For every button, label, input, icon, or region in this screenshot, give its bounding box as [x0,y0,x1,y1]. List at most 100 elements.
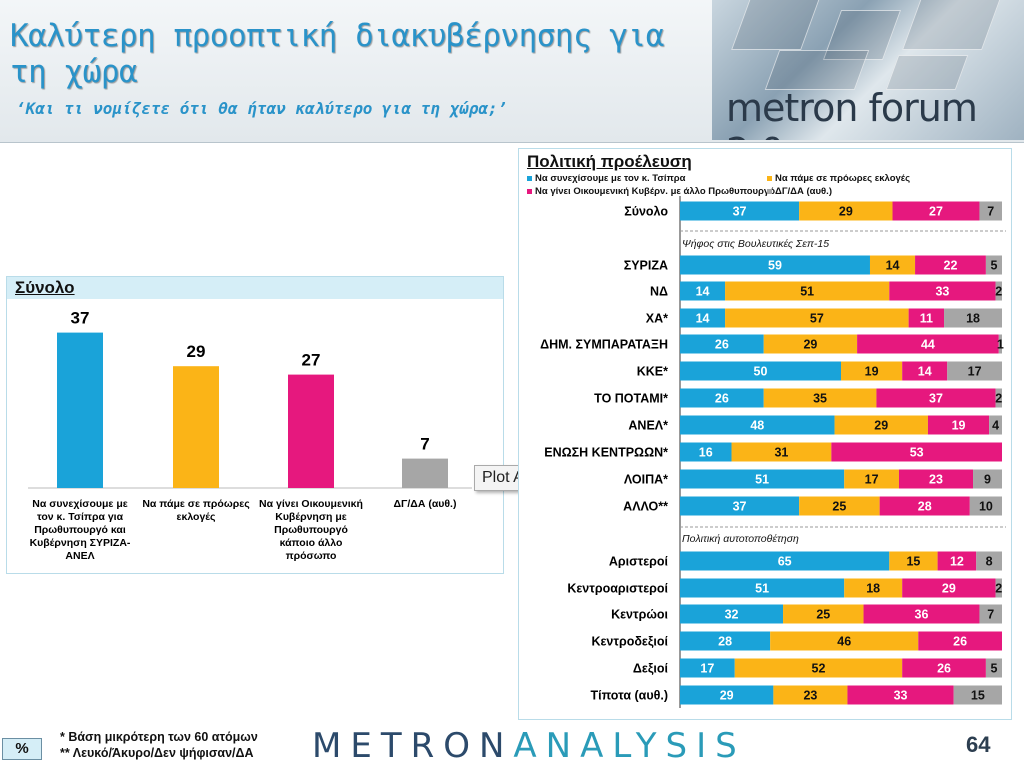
segment-value-label: 31 [774,446,788,460]
segment-value-label: 32 [725,608,739,622]
segment-value-label: 22 [944,259,958,273]
stack-segment [844,469,899,489]
segment-value-label: 18 [966,312,980,326]
segment-value-label: 9 [984,473,991,487]
stack-segment [770,631,919,651]
row-label: ΛΟΙΠΑ* [624,473,668,487]
segment-value-label: 26 [953,635,967,649]
segment-value-label: 19 [952,419,966,433]
row-label: Σύνολο [624,205,668,219]
section-label-vote: Ψήφος στις Βουλευτικές Σεπ-15 [682,238,830,250]
segment-value-label: 59 [768,259,782,273]
category-label-1: Να πάμε σε πρόωρες εκλογές [142,498,250,523]
stack-segment [927,415,990,435]
row-label: ΑΛΛΟ** [623,500,668,514]
segment-value-label: 29 [839,205,853,219]
segment-value-label: 51 [800,285,814,299]
segment-value-label: 17 [700,662,714,676]
stack-segment [915,255,986,275]
segment-value-label: 7 [987,608,994,622]
segment-value-label: 37 [733,500,747,514]
legend-item-dk: ΔΓ/ΔΑ (αυθ.) [767,186,832,197]
stack-segment [889,281,996,301]
category-label-0: Να συνεχίσουμε με τον κ. Τσίπρα για Πρωθυπ… [30,498,131,562]
section-label-self: Πολιτική αυτοτοποθέτηση [682,533,799,545]
brand-part-2: ANALYSIS [513,726,746,766]
segment-value-label: 18 [866,582,880,596]
stack-segment [680,388,764,408]
stack-segment [844,578,903,598]
bar-0 [57,332,103,488]
stack-segment [841,361,903,381]
segment-value-label: 25 [816,608,830,622]
segment-value-label: 27 [929,205,943,219]
stack-segment [998,334,1002,354]
stack-segment [979,201,1002,221]
segment-value-label: 25 [832,500,846,514]
segment-value-label: 36 [915,608,929,622]
total-chart-title: Σύνολο [7,277,503,299]
stack-segment [995,281,1002,301]
segment-value-label: 8 [986,555,993,569]
row-label: Κεντροδεξιοί [591,635,668,649]
segment-value-label: 7 [987,205,994,219]
bar-value-label-0: 37 [71,309,90,328]
stack-segment [680,442,732,462]
stack-segment [879,496,970,516]
stack-segment [680,415,835,435]
footnote-small-base: * Βάση μικρότερη των 60 ατόμων [60,730,258,744]
segment-value-label: 10 [979,500,993,514]
legend-item-continue: Να συνεχίσουμε με τον κ. Τσίπρα [527,173,686,184]
bar-1 [173,366,219,488]
row-label: ΕΝΩΣΗ ΚΕΝΤΡΩΩΝ* [544,446,668,460]
stack-segment [680,281,726,301]
segment-value-label: 26 [715,338,729,352]
segment-value-label: 23 [803,689,817,703]
segment-value-label: 52 [812,662,826,676]
stack-segment [847,685,954,705]
segment-value-label: 29 [803,338,817,352]
header: Καλύτερη προοπτική διακυβέρνησης για τη … [0,0,1024,142]
stack-segment [799,496,880,516]
segment-value-label: 12 [950,555,964,569]
stack-segment [680,469,845,489]
stack-segment [976,551,1002,571]
row-label: ΤΟ ΠΟΤΑΜΙ* [594,392,668,406]
segment-value-label: 33 [935,285,949,299]
segment-value-label: 2 [995,285,1002,299]
bar-value-label-2: 27 [302,351,321,370]
category-label-2: Να γίνει Οικουμενική Κυβέρνηση με Πρωθυπου… [259,498,363,562]
segment-value-label: 14 [696,285,710,299]
segment-value-label: 11 [920,312,933,326]
segment-value-label: 51 [755,473,769,487]
stack-segment [680,631,771,651]
footnote-blank: ** Λευκό/Άκυρο/Δεν ψήφισαν/ΔΑ [60,746,254,760]
stack-segment [898,469,974,489]
segment-value-label: 5 [990,259,997,273]
page-subtitle: ‘Και τι νομίζετε ότι θα ήταν καλύτερο γι… [16,99,508,118]
stack-segment [902,361,948,381]
segment-value-label: 19 [865,365,879,379]
legend-swatch-pink [527,188,532,194]
page-number: 64 [966,732,991,757]
header-divider [0,142,1024,143]
stack-segment [831,442,1002,462]
segment-value-label: 2 [995,392,1002,406]
segment-value-label: 23 [929,473,943,487]
segment-value-label: 14 [886,259,900,273]
stack-segment [973,469,1002,489]
stack-segment [857,334,999,354]
segment-value-label: 46 [837,635,851,649]
segment-value-label: 2 [995,582,1002,596]
segment-value-label: 26 [715,392,729,406]
row-label: Κεντροαριστεροί [567,582,668,596]
category-label-3: ΔΓ/ΔΑ (αυθ.) [394,498,457,510]
stack-segment [763,388,877,408]
segment-value-label: 14 [918,365,932,379]
bar-value-label-3: 7 [420,435,429,454]
origin-chart-title: Πολιτική προέλευση [527,152,692,171]
stack-segment [725,281,890,301]
stack-segment [902,578,996,598]
legend-swatch-blue [527,175,532,181]
